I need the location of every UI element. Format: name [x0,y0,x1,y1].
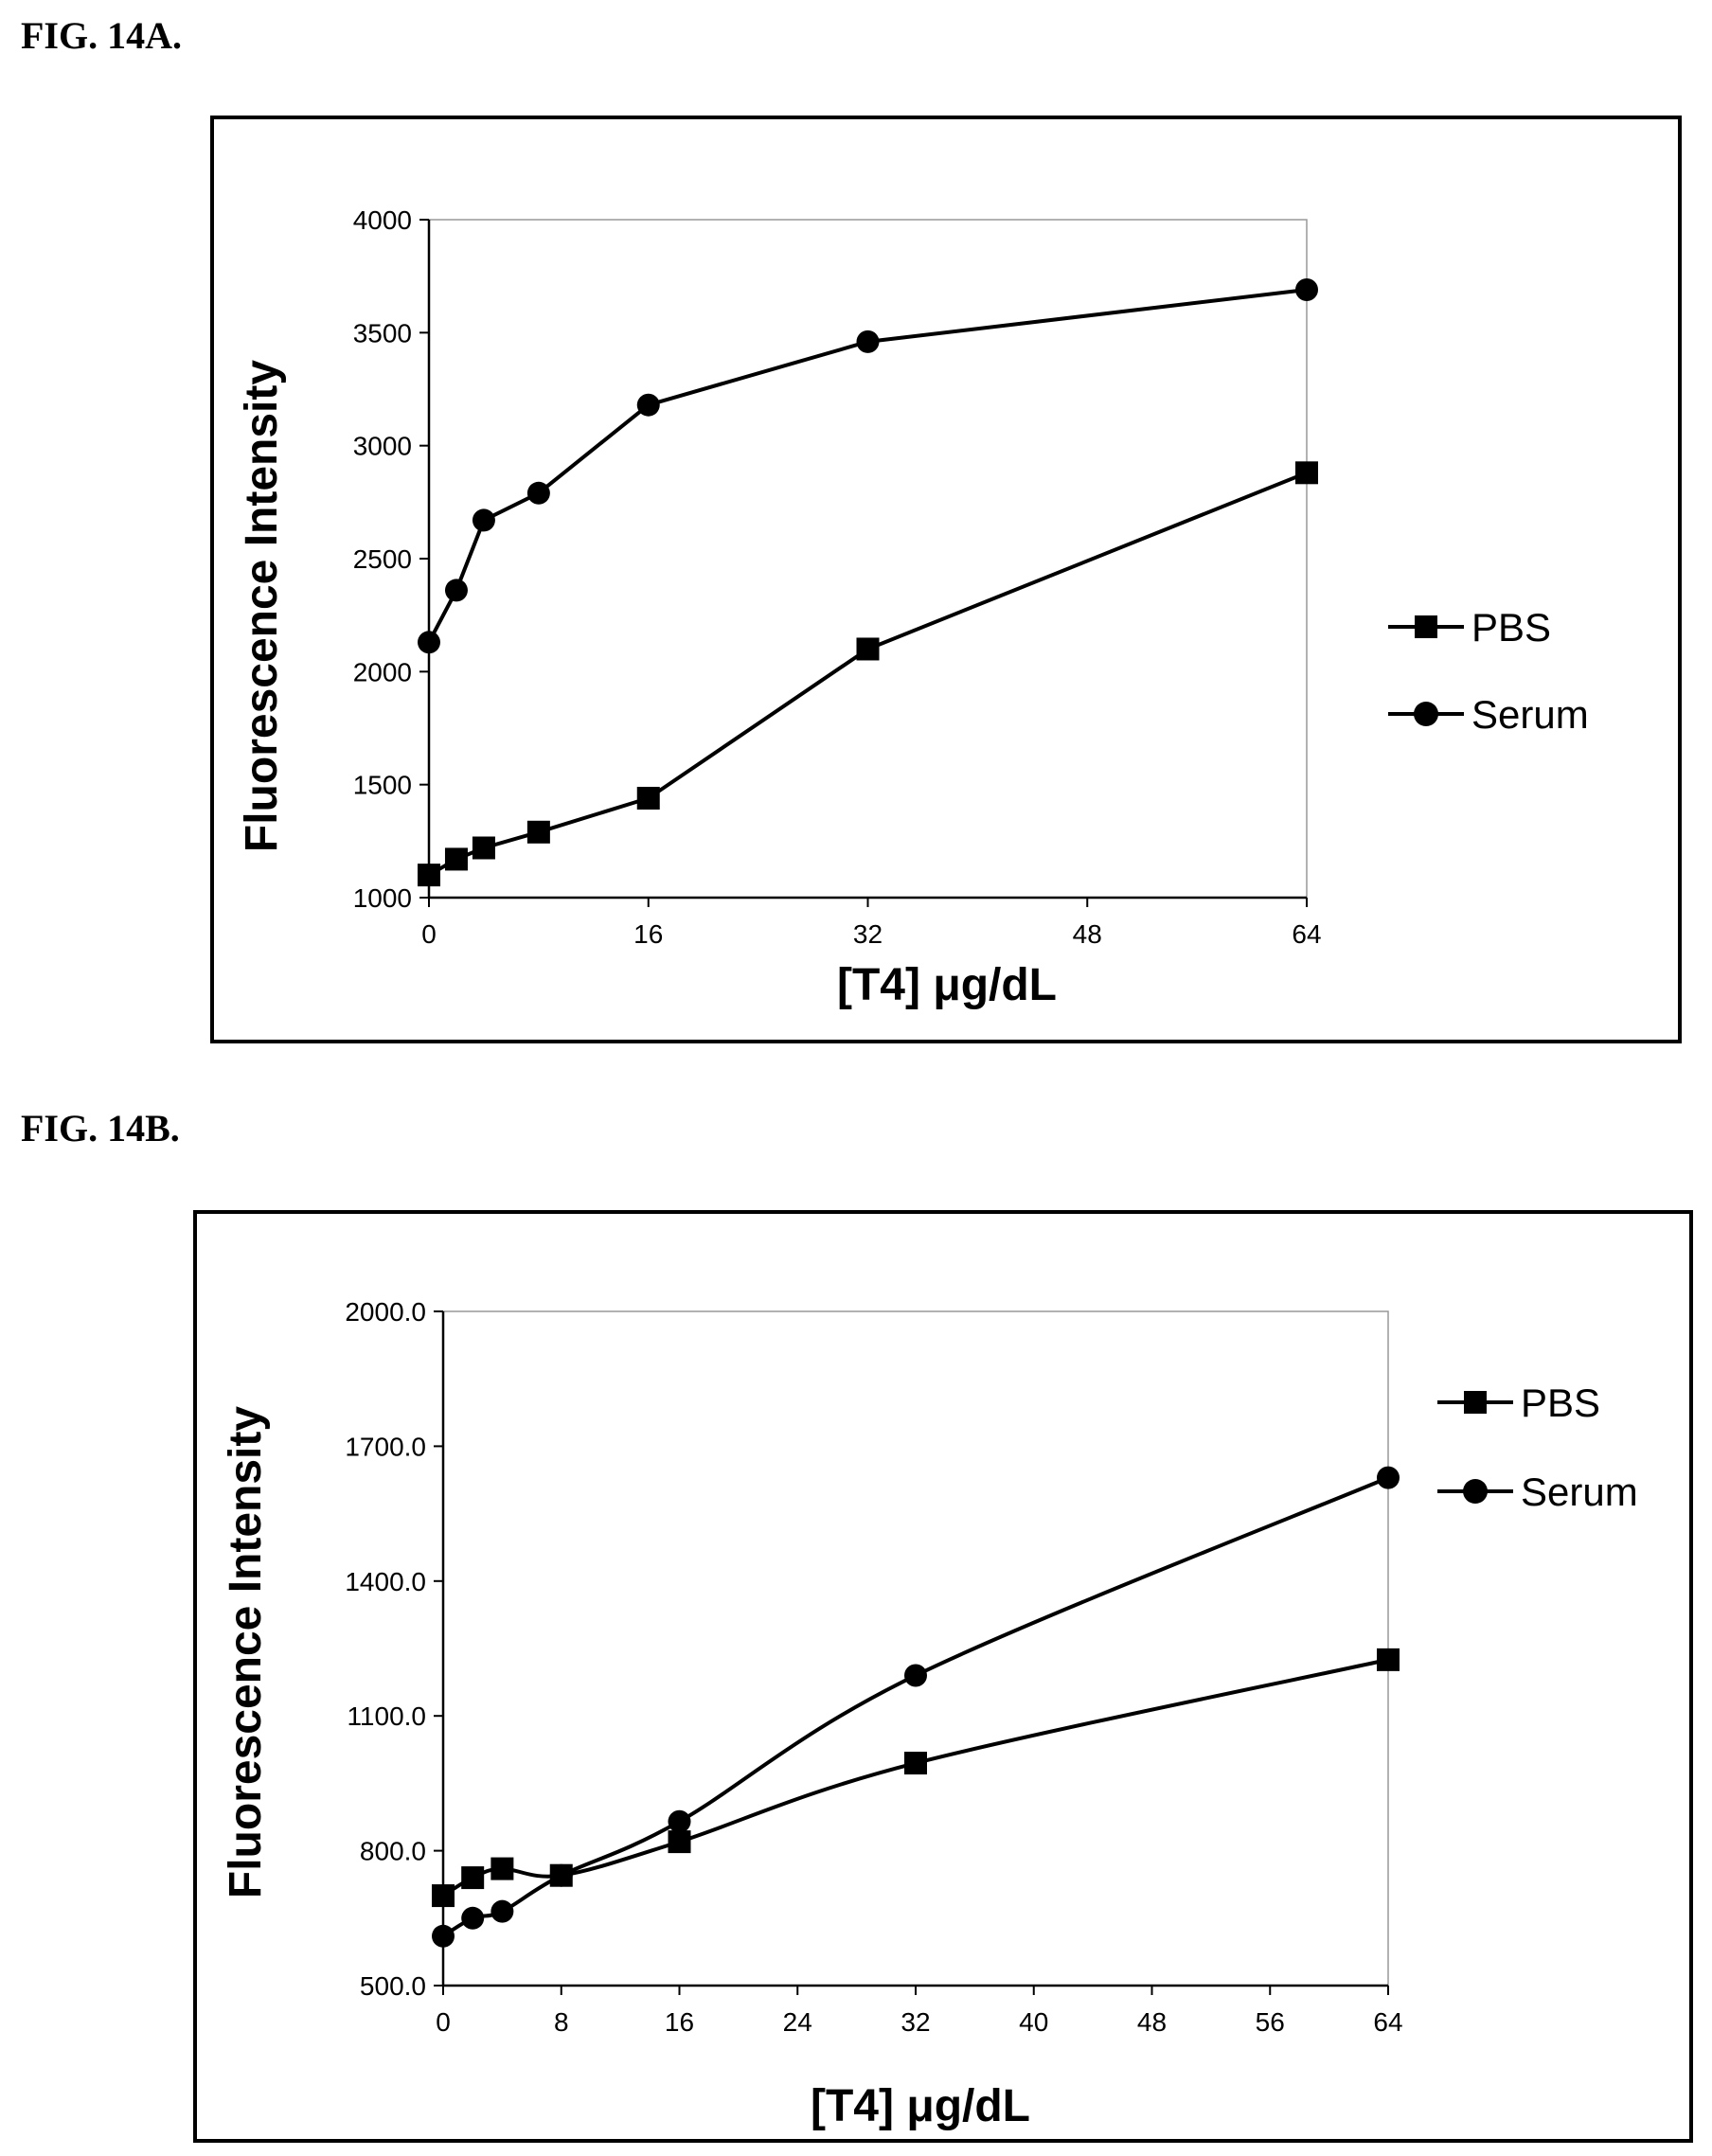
data-point-pbs [461,1866,485,1890]
x-tick-label: 48 [1073,919,1102,949]
data-point-pbs [904,1752,927,1775]
data-point-serum [856,330,880,353]
x-tick-label: 56 [1256,2007,1285,2037]
chart-panel-b [193,1210,1693,2143]
x-tick-label: 16 [665,2007,694,2037]
y-tick-label: 2000 [353,657,412,686]
data-point-serum [432,1924,455,1948]
data-point-pbs [668,1830,691,1854]
y-tick-label: 4000 [353,205,412,235]
figure-label-b: FIG. 14B. [21,1107,180,1149]
data-point-serum [1377,1466,1400,1489]
chart-a: 1000 1500 2000 2500 3000 3500 4000 0 16 32 48 64 [T4… [237,205,1589,1010]
x-tick-label: 48 [1137,2007,1167,2037]
y-tick-label: 1100.0 [347,1702,426,1731]
data-point-serum [472,508,495,532]
data-point-pbs [636,786,660,810]
x-tick-label: 16 [633,919,663,949]
data-point-pbs [1295,461,1318,485]
plot-area [442,1310,1389,1987]
data-point-serum [444,579,468,602]
data-point-pbs [856,637,880,661]
legend-label-serum: Serum [1521,1470,1638,1514]
legend-label-pbs: PBS [1521,1381,1600,1425]
data-point-serum [549,1863,573,1887]
x-tick-label: 40 [1019,2007,1048,2037]
legend-label-pbs: PBS [1471,605,1551,650]
x-tick-label: 32 [853,919,883,949]
x-tick-label: 64 [1373,2007,1402,2037]
data-point-serum [461,1906,485,1930]
y-tick-label: 2000.0 [345,1297,426,1327]
x-tick-label: 24 [783,2007,812,2037]
chart-panel-a [210,116,1682,1043]
legend-marker-serum [1463,1479,1488,1504]
legend-label-serum: Serum [1471,692,1589,737]
data-point-pbs [1377,1648,1400,1671]
y-tick-label: 1000 [353,883,412,913]
x-tick-label: 0 [421,919,437,949]
x-axis-label: [T4] μg/dL [811,2081,1030,2131]
x-axis-label: [T4] μg/dL [837,960,1057,1010]
y-tick-label: 3500 [353,318,412,347]
legend-marker-pbs [1415,615,1437,638]
data-point-serum [418,631,440,654]
series-line-pbs [441,1657,1389,1898]
data-point-pbs [490,1857,514,1880]
data-point-serum [668,1809,691,1833]
x-tick-label: 32 [901,2007,930,2037]
data-point-serum [1295,277,1318,301]
figure-label-a: FIG. 14A. [21,14,182,57]
y-axis-label: Fluorescence Intensity [221,1406,271,1898]
data-point-pbs [444,847,468,871]
legend-marker-serum [1414,702,1438,726]
data-point-serum [904,1664,927,1687]
y-tick-label: 800.0 [360,1837,426,1866]
legend-marker-pbs [1464,1391,1487,1414]
data-point-serum [526,481,550,505]
x-tick-label: 0 [436,2007,451,2037]
y-tick-label: 1400.0 [345,1567,426,1596]
y-tick-label: 2500 [353,544,412,574]
series-line-serum [441,1475,1389,1938]
y-axis-label: Fluorescence Intensity [237,360,287,852]
data-point-serum [490,1899,514,1923]
x-tick-label: 64 [1292,919,1321,949]
data-point-pbs [472,836,495,860]
y-tick-label: 1500 [353,771,412,800]
x-tick-label: 8 [554,2007,569,2037]
data-point-pbs [526,820,550,844]
data-point-serum [636,393,660,417]
data-point-pbs [432,1884,455,1908]
data-point-pbs [418,864,440,887]
y-tick-label: 3000 [353,432,412,461]
y-tick-label: 1700.0 [345,1432,426,1461]
y-tick-label: 500.0 [360,1971,426,2001]
